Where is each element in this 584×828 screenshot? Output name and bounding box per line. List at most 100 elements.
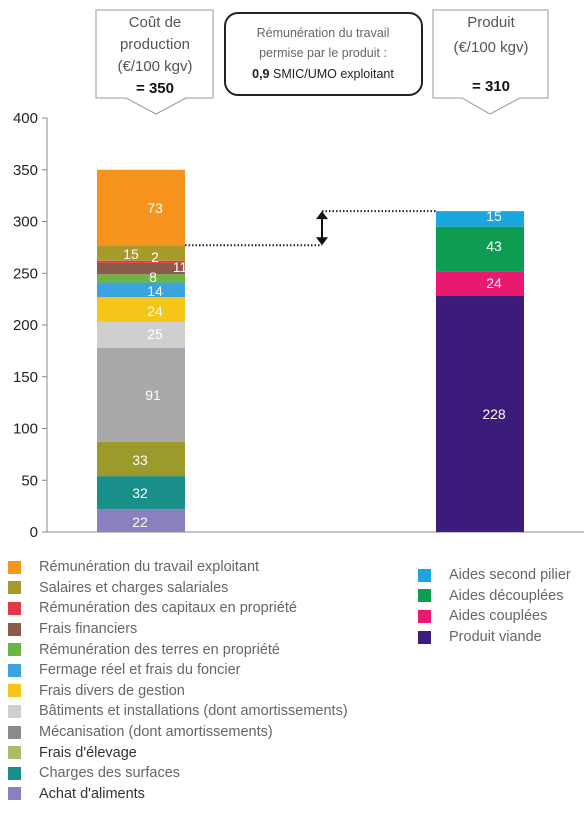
bar-segment bbox=[97, 441, 185, 477]
bar-segment bbox=[97, 509, 185, 532]
data-label: 15 bbox=[123, 246, 139, 262]
center-callout-unit: SMIC/UMO exploitant bbox=[270, 67, 395, 81]
y-tick-label: 400 bbox=[13, 110, 38, 127]
legend-item: Rémunération du travail exploitant bbox=[8, 557, 348, 578]
cost-callout-total: = 350 bbox=[136, 80, 174, 97]
cost-callout-line1: Coût de bbox=[129, 14, 182, 31]
legend-label: Salaires et charges salariales bbox=[39, 579, 229, 596]
data-label: 32 bbox=[132, 485, 148, 501]
data-label: 24 bbox=[147, 303, 163, 319]
legend-label: Charges des surfaces bbox=[39, 765, 181, 782]
legend-swatch bbox=[418, 630, 431, 644]
legend-item: Fermage réel et frais du foncier bbox=[8, 660, 348, 681]
legend-label: Frais d'élevage bbox=[39, 744, 137, 761]
y-tick-label: 200 bbox=[13, 317, 38, 334]
y-tick-label: 0 bbox=[30, 524, 38, 541]
legend-label: Aides couplées bbox=[449, 608, 548, 625]
bar-segment bbox=[436, 296, 524, 532]
center-callout-line3: 0,9 SMIC/UMO exploitant bbox=[252, 67, 394, 81]
bar-segment bbox=[97, 274, 185, 283]
legend-label: Rémunération des terres en propriété bbox=[39, 641, 280, 658]
legend-label: Rémunération du travail exploitant bbox=[39, 559, 260, 576]
legend-swatch bbox=[418, 568, 431, 582]
bar-segment bbox=[97, 476, 185, 510]
stacked-bar-chart: 0501001502002503003504002232339125241481… bbox=[13, 9, 584, 541]
legend-item: Frais d'élevage bbox=[8, 742, 348, 763]
produit-callout-line2: (€/100 kgv) bbox=[453, 39, 528, 56]
legend-label: Achat d'aliments bbox=[39, 785, 145, 802]
cost-callout-line2: production bbox=[120, 36, 190, 53]
legend-left: Rémunération du travail exploitant Salair… bbox=[8, 557, 348, 804]
bar-segment bbox=[436, 211, 524, 227]
gap-arrow-head-down bbox=[316, 237, 328, 246]
bar-segment bbox=[436, 271, 524, 297]
legend-item: Achat d'aliments bbox=[8, 784, 348, 805]
data-label: 2 bbox=[151, 249, 159, 265]
data-label: 8 bbox=[149, 269, 157, 285]
legend-item: Aides découplées bbox=[418, 586, 571, 607]
legend-label: Bâtiments et installations (dont amortis… bbox=[39, 703, 348, 720]
center-callout-value: 0,9 bbox=[252, 67, 269, 81]
legend-item: Aides second pilier bbox=[418, 565, 571, 586]
legend-item: Mécanisation (dont amortissements) bbox=[8, 722, 348, 743]
produit-callout-total: = 310 bbox=[472, 78, 510, 95]
bar-segment bbox=[97, 245, 185, 261]
legend-label: Frais financiers bbox=[39, 621, 138, 638]
legend-swatch bbox=[8, 643, 21, 657]
y-tick-label: 100 bbox=[13, 421, 38, 438]
legend-item: Frais divers de gestion bbox=[8, 681, 348, 702]
legend-label: Fermage réel et frais du foncier bbox=[39, 662, 241, 679]
legend-swatch bbox=[8, 560, 21, 574]
legend-swatch bbox=[8, 725, 21, 739]
legend-label: Aides second pilier bbox=[449, 567, 571, 584]
produit-callout-line1: Produit bbox=[467, 14, 515, 31]
legend-swatch bbox=[8, 766, 21, 780]
bar-segment bbox=[97, 262, 185, 275]
bar-segment bbox=[97, 297, 185, 322]
data-label: 24 bbox=[486, 275, 502, 291]
legend-item: Frais financiers bbox=[8, 619, 348, 640]
y-tick-label: 250 bbox=[13, 265, 38, 282]
y-tick-label: 150 bbox=[13, 369, 38, 386]
legend-item: Produit viande bbox=[418, 627, 571, 648]
legend-swatch bbox=[418, 609, 431, 623]
legend-label: Aides découplées bbox=[449, 587, 564, 604]
legend-item: Aides couplées bbox=[418, 606, 571, 627]
legend-swatch bbox=[8, 787, 21, 801]
legend-swatch bbox=[418, 589, 431, 603]
legend-swatch bbox=[8, 601, 21, 615]
cost-callout-box bbox=[95, 9, 214, 115]
bar-segment bbox=[97, 347, 185, 442]
data-label: 11 bbox=[173, 259, 188, 275]
bar-segment bbox=[97, 321, 185, 348]
legend-item: Rémunération des capitaux en propriété bbox=[8, 598, 348, 619]
legend-item: Rémunération des terres en propriété bbox=[8, 639, 348, 660]
legend-swatch bbox=[8, 684, 21, 698]
data-label: 14 bbox=[147, 283, 163, 299]
gap-arrow-head-up bbox=[316, 211, 328, 220]
data-label: 25 bbox=[147, 326, 163, 342]
data-label: 22 bbox=[132, 514, 148, 530]
center-callout-line2: permise par le produit : bbox=[259, 46, 387, 60]
legend-item: Salaires et charges salariales bbox=[8, 578, 348, 599]
legend-label: Produit viande bbox=[449, 629, 542, 646]
bar-segment bbox=[436, 226, 524, 272]
data-label: 228 bbox=[482, 406, 506, 422]
legend-item: Bâtiments et installations (dont amortis… bbox=[8, 701, 348, 722]
center-callout-line1: Rémunération du travail bbox=[257, 26, 390, 40]
y-tick-label: 300 bbox=[13, 214, 38, 231]
data-label: 91 bbox=[145, 387, 161, 403]
legend-item: Charges des surfaces bbox=[8, 763, 348, 784]
bar-segment bbox=[97, 260, 185, 263]
legend-right: Aides second pilier Aides découplées Aides… bbox=[418, 565, 571, 647]
legend-swatch bbox=[8, 704, 21, 718]
cost-callout-line3: (€/100 kgv) bbox=[117, 58, 192, 75]
center-callout-box bbox=[224, 12, 423, 96]
y-tick-label: 50 bbox=[21, 472, 38, 489]
data-label: 43 bbox=[486, 238, 502, 254]
bar-segment bbox=[97, 169, 185, 246]
produit-callout-box bbox=[432, 9, 549, 115]
legend-label: Frais divers de gestion bbox=[39, 682, 185, 699]
legend-swatch bbox=[8, 581, 21, 595]
bar-segment bbox=[97, 282, 185, 298]
